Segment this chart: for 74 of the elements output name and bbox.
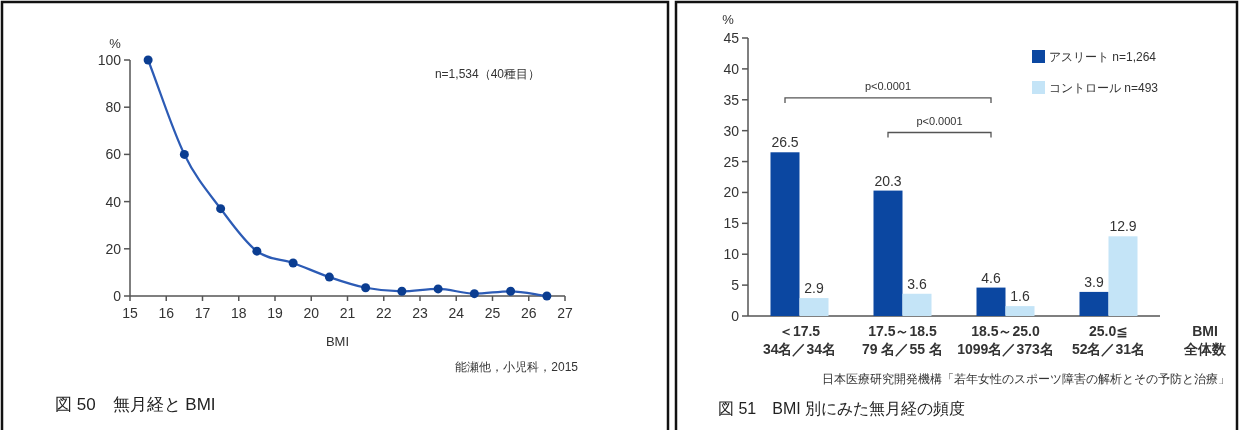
point — [433, 284, 443, 294]
y-tick-label: 0 — [731, 308, 740, 324]
data-label: 3.9 — [1084, 273, 1104, 290]
bar — [1005, 306, 1035, 316]
point — [143, 55, 153, 65]
bar — [1079, 291, 1109, 316]
x-tick-label: ＜17.5 34名／34名 — [762, 323, 837, 358]
y-tick-label: 100 — [97, 52, 122, 68]
x-tick-label: 22 — [375, 305, 392, 321]
point — [506, 286, 516, 296]
y-tick-label: 35 — [723, 91, 740, 108]
x-tick-label: 18 — [230, 305, 247, 321]
x-tick-label: 23 — [412, 305, 428, 321]
point — [469, 289, 479, 299]
text: 図 50 無月経と BMI — [55, 395, 216, 414]
bar — [902, 293, 932, 316]
data-label: 3.6 — [907, 275, 927, 292]
annotation: p<0.0001 — [916, 114, 963, 127]
y-tick-label: 0 — [113, 288, 122, 304]
point — [288, 258, 298, 268]
annotation: n=1,534（40種目） — [434, 67, 540, 81]
y-tick-label: 15 — [723, 215, 740, 232]
point — [324, 272, 334, 282]
bar — [1108, 236, 1138, 316]
x-tick-label: 16 — [158, 305, 175, 321]
text: 図 51 BMI 別にみた無月経の頻度 — [718, 400, 966, 417]
data-label: 4.6 — [981, 269, 1001, 286]
x-tick-label: 17 — [194, 305, 211, 321]
x-tick-label: 20 — [303, 305, 320, 321]
text: 能瀬他，小児科，2015 — [455, 360, 579, 374]
point — [361, 283, 371, 293]
point — [216, 204, 226, 214]
point — [542, 291, 552, 301]
x-tick-label: 17.5～18.5 79 名／55 名 — [862, 323, 943, 358]
bar — [873, 190, 903, 316]
x-tick-label: 18.5～25.0 1099名／373名 — [957, 323, 1054, 358]
bar — [770, 152, 800, 316]
x-tick-label: 27 — [557, 305, 573, 321]
x-tick-label: 19 — [267, 305, 283, 321]
y-tick-label: 20 — [723, 184, 740, 201]
legend-label: アスリート n=1,264 — [1049, 50, 1157, 64]
x-tick-label: 24 — [448, 305, 465, 321]
data-label: 2.9 — [804, 280, 824, 297]
y-tick-label: 10 — [723, 246, 740, 263]
y-tick-label: 40 — [105, 193, 122, 210]
x-tick-label: 26 — [520, 305, 537, 321]
x-axis-title: BMI 全体数 — [1183, 323, 1227, 358]
text: 日本医療研究開発機構「若年女性のスポーツ障害の解析とその予防と治療」 — [822, 372, 1230, 386]
y-tick-label: 5 — [731, 277, 740, 294]
annotation: p<0.0001 — [864, 79, 912, 92]
point — [397, 286, 407, 296]
y-axis-title: % — [722, 12, 735, 27]
x-tick-label: 21 — [339, 305, 356, 321]
x-tick-label: 25 — [484, 305, 501, 321]
data-label: 1.6 — [1010, 288, 1030, 305]
bar — [799, 298, 829, 316]
y-tick-label: 30 — [723, 122, 740, 139]
x-tick-label: 25.0≦ 52名／31名 — [1071, 323, 1146, 358]
y-tick-label: 45 — [723, 30, 740, 46]
y-axis-title: % — [109, 36, 122, 51]
data-label: 12.9 — [1109, 218, 1137, 235]
data-label: 20.3 — [874, 172, 902, 189]
bar — [976, 287, 1006, 316]
y-tick-label: 25 — [723, 153, 740, 170]
x-tick-label: 15 — [122, 305, 138, 321]
y-tick-label: 20 — [105, 240, 122, 257]
y-tick-label: 80 — [105, 99, 122, 116]
y-tick-label: 60 — [105, 146, 122, 163]
y-tick-label: 40 — [723, 60, 740, 77]
x-axis-title: BMI — [325, 334, 350, 349]
data-label: 26.5 — [771, 134, 799, 151]
point — [179, 149, 189, 159]
legend-label: コントロール n=493 — [1049, 81, 1159, 95]
point — [252, 246, 262, 256]
